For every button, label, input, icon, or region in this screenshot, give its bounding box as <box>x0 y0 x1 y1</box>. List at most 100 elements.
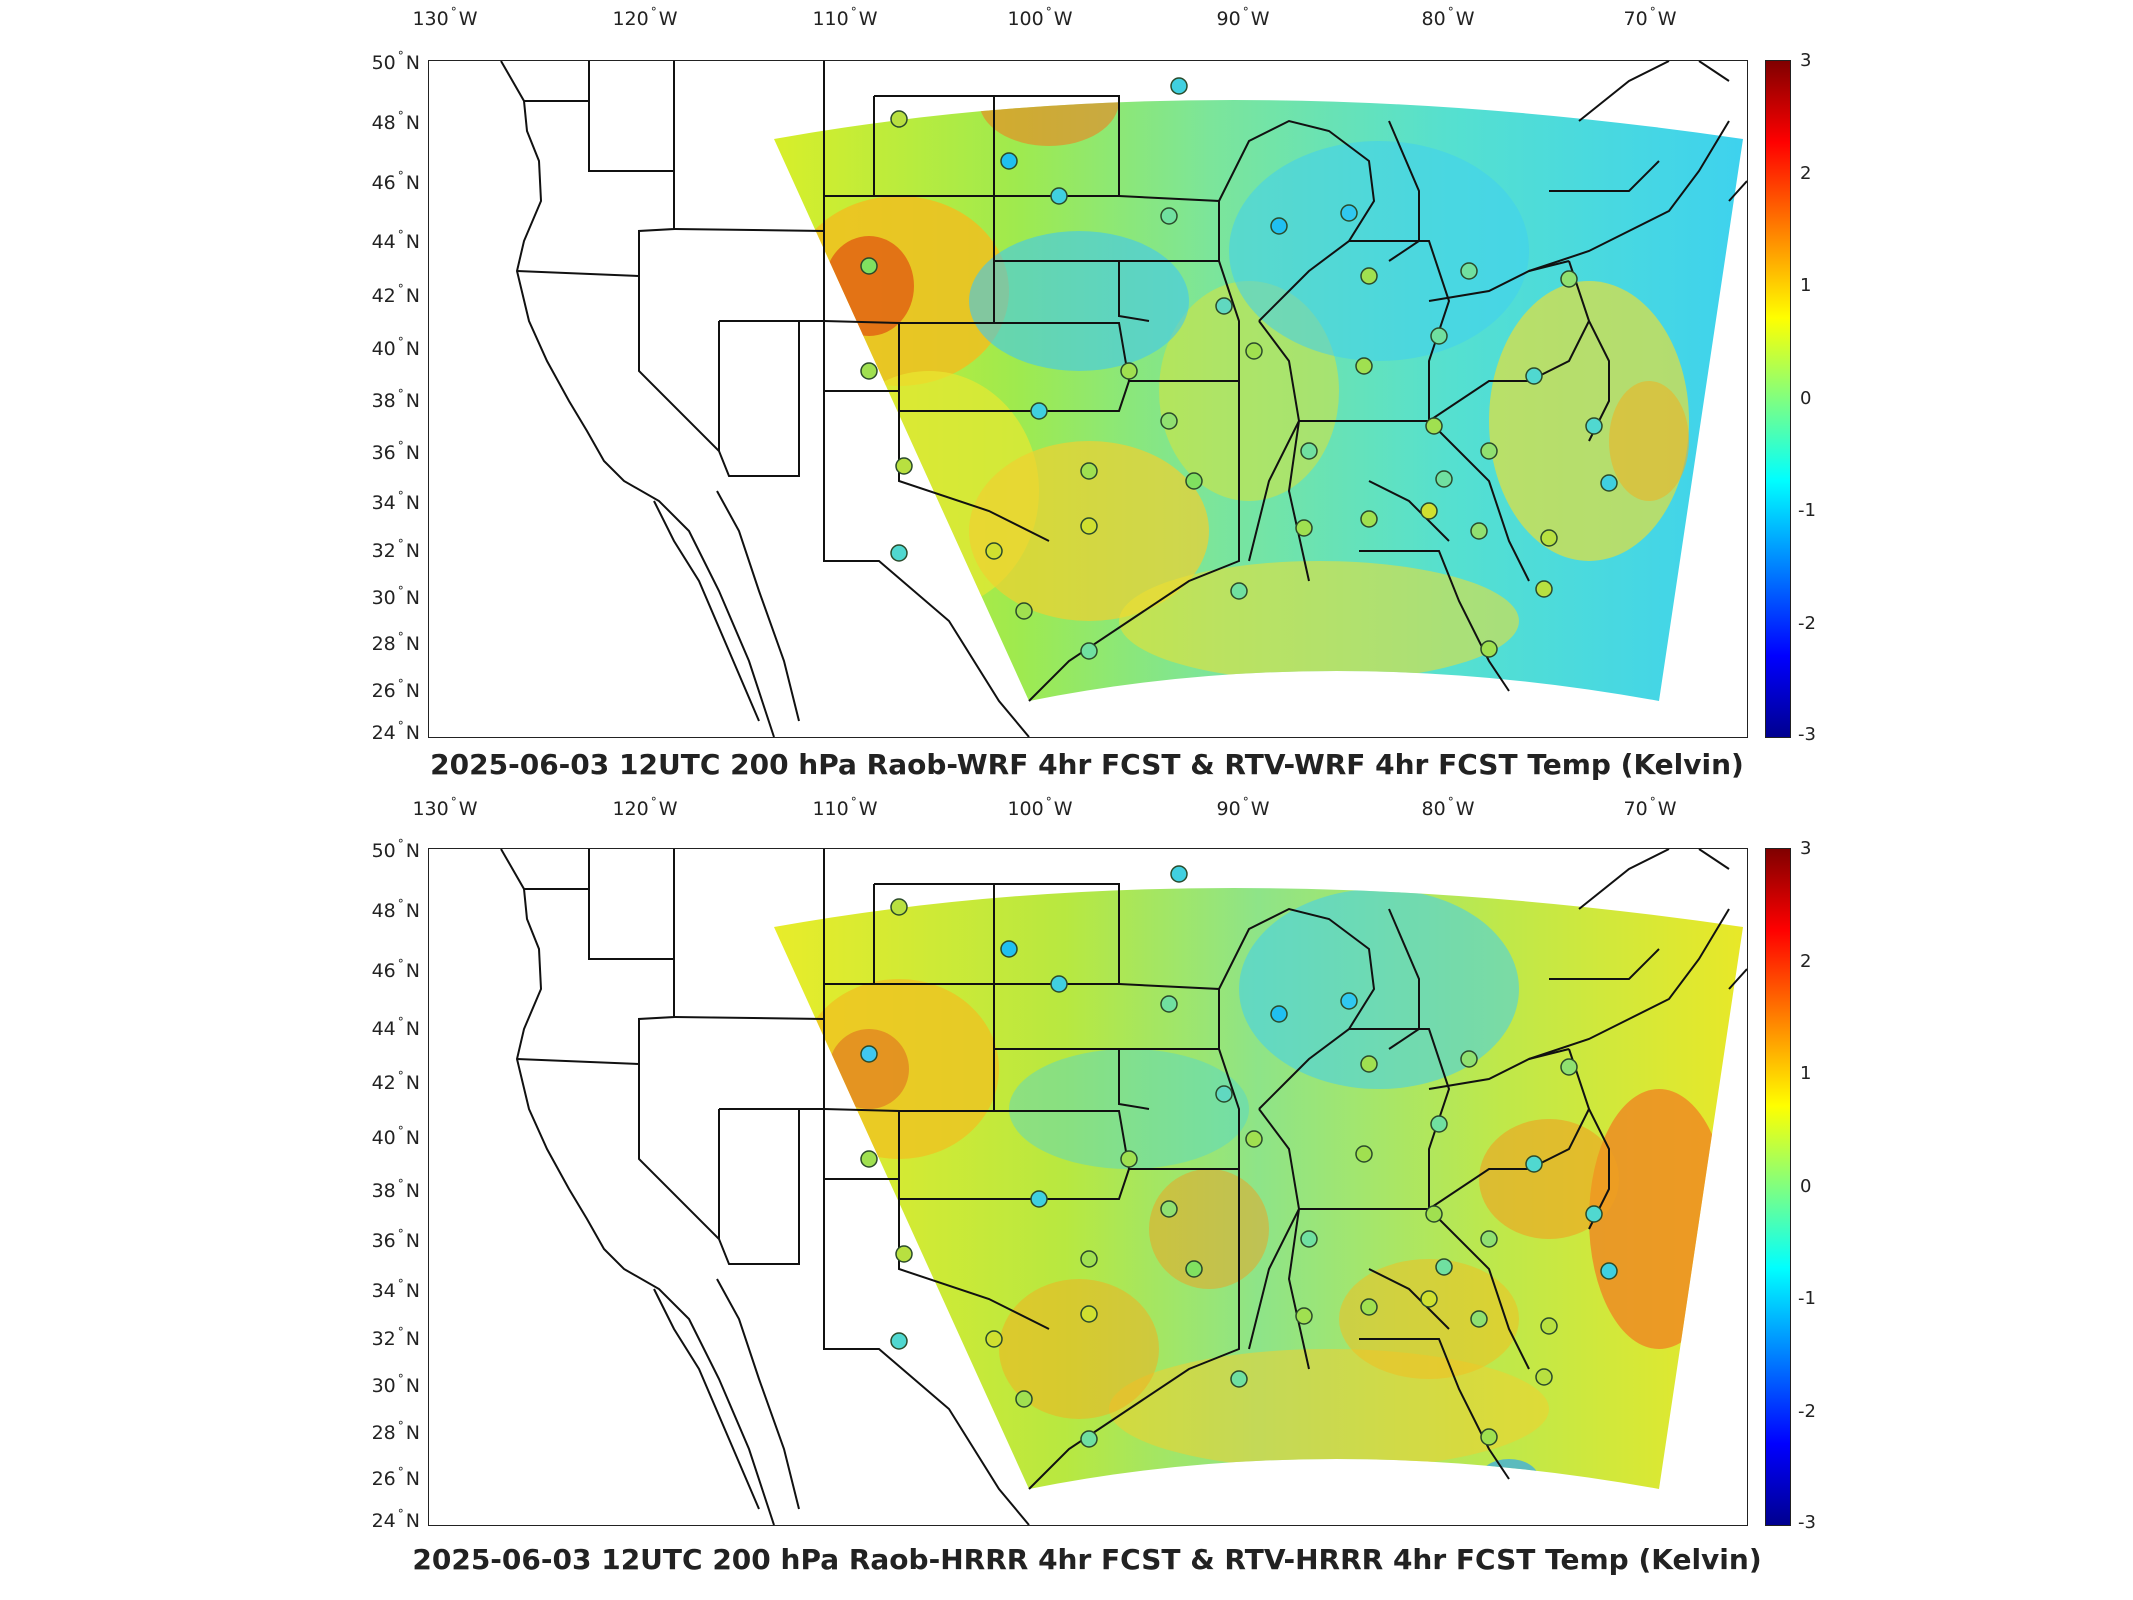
colorbar-tick-label: -3 <box>1798 1512 1816 1533</box>
lat-label: 42 ° N <box>371 1069 420 1094</box>
station-marker <box>1120 362 1138 380</box>
colorbar <box>1765 60 1791 738</box>
colorbar-tick-label: -3 <box>1798 724 1816 745</box>
panel-wrf: 130 ° W 120 ° W 110 ° W 100 ° W 90 ° W 80 ° W 70 ° W 5… <box>371 5 1816 781</box>
colorbar-tick-label: 0 <box>1800 388 1812 409</box>
temperature-difference-map <box>500 61 1747 737</box>
lat-label: 48 ° N <box>371 897 420 922</box>
lon-label: 120 ° W <box>612 795 678 820</box>
lon-label: 80 ° W <box>1421 5 1475 30</box>
station-marker <box>1480 1428 1498 1446</box>
temperature-difference-map <box>500 849 1747 1525</box>
station-marker <box>1295 519 1313 537</box>
station-marker <box>1080 1305 1098 1323</box>
station-marker <box>1360 510 1378 528</box>
station-marker <box>1080 642 1098 660</box>
colorbar-tick-label: -2 <box>1798 1401 1816 1422</box>
lat-label: 26 ° N <box>371 1465 420 1490</box>
station-marker <box>1000 152 1018 170</box>
station-marker <box>1170 865 1188 883</box>
station-marker <box>890 1332 908 1350</box>
station-marker <box>1015 1390 1033 1408</box>
station-marker <box>1230 582 1248 600</box>
station-marker <box>1340 992 1358 1010</box>
lat-label: 46 ° N <box>371 169 420 194</box>
lat-label: 32 ° N <box>371 537 420 562</box>
lat-label: 48 ° N <box>371 109 420 134</box>
station-marker <box>1460 262 1478 280</box>
raob-stations <box>860 77 1618 660</box>
lat-label: 36 ° N <box>371 1227 420 1252</box>
station-marker <box>1300 1230 1318 1248</box>
station-marker <box>1460 1050 1478 1068</box>
lat-label: 30 ° N <box>371 1372 420 1397</box>
lon-label: 70 ° W <box>1623 5 1677 30</box>
station-marker <box>860 257 878 275</box>
station-marker <box>1245 342 1263 360</box>
station-marker <box>985 1330 1003 1348</box>
colorbar-tick-label: 3 <box>1800 50 1812 71</box>
lon-label: 90 ° W <box>1216 795 1270 820</box>
colorbar-tick-label: -2 <box>1798 613 1816 634</box>
station-marker <box>1540 1317 1558 1335</box>
lon-label: 130 ° W <box>412 795 478 820</box>
station-marker <box>1185 472 1203 490</box>
colorbar-tick-label: 2 <box>1800 951 1812 972</box>
lon-label: 110 ° W <box>812 5 878 30</box>
station-marker <box>1160 207 1178 225</box>
station-marker <box>1080 462 1098 480</box>
lon-label: 120 ° W <box>612 5 678 30</box>
lon-label: 130 ° W <box>412 5 478 30</box>
colorbar-tick-label: -1 <box>1798 1288 1816 1309</box>
station-marker <box>1160 1200 1178 1218</box>
station-marker <box>1355 1145 1373 1163</box>
station-marker <box>1560 1058 1578 1076</box>
station-marker <box>1480 1230 1498 1248</box>
lat-label: 44 ° N <box>371 1015 420 1040</box>
station-marker <box>890 544 908 562</box>
station-marker <box>1360 267 1378 285</box>
station-marker <box>1585 1205 1603 1223</box>
colorbar-tick-label: 3 <box>1800 838 1812 859</box>
station-marker <box>1420 1290 1438 1308</box>
lon-label: 110 ° W <box>812 795 878 820</box>
station-marker <box>1535 580 1553 598</box>
station-marker <box>1215 1085 1233 1103</box>
lon-label: 90 ° W <box>1216 5 1270 30</box>
station-marker <box>1295 1307 1313 1325</box>
station-marker <box>860 362 878 380</box>
lat-label: 46 ° N <box>371 957 420 982</box>
station-marker <box>1360 1055 1378 1073</box>
station-marker <box>1425 1205 1443 1223</box>
lat-label: 24 ° N <box>371 1507 420 1532</box>
map-area <box>428 60 1748 738</box>
colorbar-tick-label: 1 <box>1800 275 1812 296</box>
lon-label: 100 ° W <box>1007 795 1073 820</box>
station-marker <box>1430 327 1448 345</box>
station-marker <box>1120 1150 1138 1168</box>
station-marker <box>1425 417 1443 435</box>
station-marker <box>1300 442 1318 460</box>
station-marker <box>1420 502 1438 520</box>
lat-label: 34 ° N <box>371 1277 420 1302</box>
station-marker <box>1170 77 1188 95</box>
lat-label: 26 ° N <box>371 677 420 702</box>
lon-label: 70 ° W <box>1623 795 1677 820</box>
station-marker <box>1015 602 1033 620</box>
station-marker <box>1560 270 1578 288</box>
station-marker <box>1525 367 1543 385</box>
station-marker <box>1185 1260 1203 1278</box>
station-marker <box>1600 1262 1618 1280</box>
lat-label: 32 ° N <box>371 1325 420 1350</box>
station-marker <box>895 457 913 475</box>
colorbar-tick-label: 1 <box>1800 1063 1812 1084</box>
lat-label: 28 ° N <box>371 630 420 655</box>
station-marker <box>1540 529 1558 547</box>
station-marker <box>1270 217 1288 235</box>
station-marker <box>860 1150 878 1168</box>
lat-label: 42 ° N <box>371 282 420 307</box>
station-marker <box>1080 517 1098 535</box>
station-marker <box>1245 1130 1263 1148</box>
station-marker <box>1360 1298 1378 1316</box>
station-marker <box>1600 474 1618 492</box>
